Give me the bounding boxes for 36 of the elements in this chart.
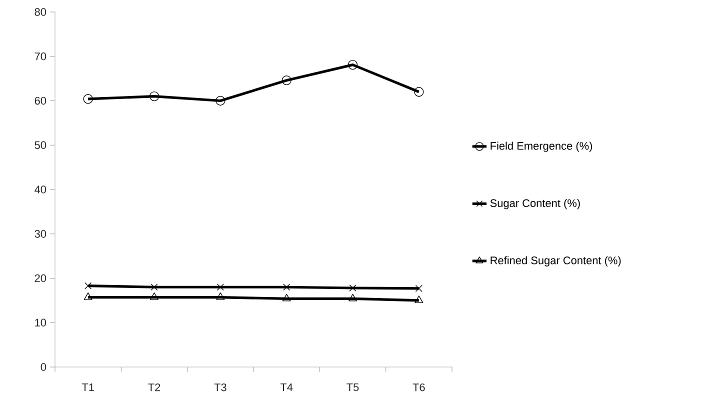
y-tick-label: 70	[34, 52, 46, 60]
legend-label: Refined Sugar Content (%)	[490, 256, 621, 266]
y-tick-label: 60	[34, 96, 46, 105]
x-tick-label: T4	[280, 383, 293, 392]
x-tick-label: T5	[346, 383, 359, 392]
point	[216, 284, 224, 291]
point	[282, 76, 292, 86]
y-tick-label: 40	[34, 186, 46, 194]
y-tick-label: 0	[40, 363, 46, 371]
point	[83, 94, 93, 104]
x-tick-label: T3	[214, 383, 226, 392]
point	[150, 292, 158, 300]
point	[150, 284, 158, 291]
y-tick-label: 30	[34, 230, 46, 238]
y-tick-label: 20	[34, 274, 46, 282]
point	[282, 294, 291, 302]
y-tick-label: 80	[34, 8, 46, 16]
x-tick-label: T6	[412, 383, 425, 392]
point	[348, 60, 358, 70]
point	[216, 292, 225, 300]
point	[349, 284, 356, 292]
x-tick-label: T1	[82, 383, 94, 392]
legend-label: Sugar Content (%)	[490, 198, 580, 210]
point	[414, 296, 424, 304]
point	[414, 87, 424, 97]
point	[216, 96, 226, 106]
point	[348, 294, 357, 302]
point	[149, 91, 160, 102]
point	[84, 282, 92, 290]
y-tick-label: 10	[35, 318, 46, 327]
point	[415, 284, 422, 292]
y-tick-label: 50	[34, 141, 46, 150]
legend-label: Field Emergence (%)	[490, 142, 592, 152]
point	[84, 292, 92, 300]
point	[283, 284, 290, 291]
x-tick-label: T2	[148, 383, 160, 392]
